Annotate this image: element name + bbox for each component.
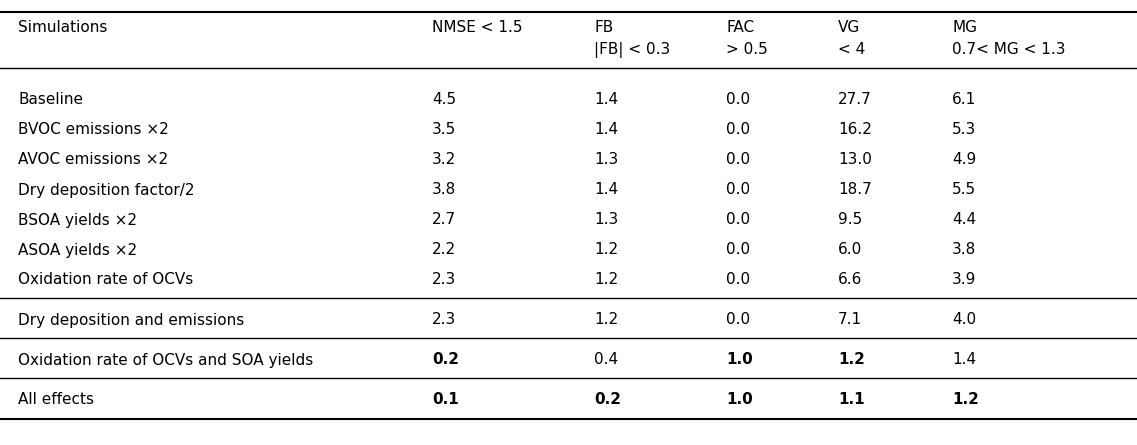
Text: 3.8: 3.8 — [432, 182, 456, 198]
Text: Dry deposition and emissions: Dry deposition and emissions — [18, 312, 244, 328]
Text: 1.2: 1.2 — [952, 392, 979, 408]
Text: FAC: FAC — [727, 20, 754, 36]
Text: 5.3: 5.3 — [952, 122, 977, 138]
Text: BSOA yields ×2: BSOA yields ×2 — [18, 213, 136, 227]
Text: 0.0: 0.0 — [727, 182, 750, 198]
Text: NMSE < 1.5: NMSE < 1.5 — [432, 20, 523, 36]
Text: 1.1: 1.1 — [838, 392, 864, 408]
Text: |FB| < 0.3: |FB| < 0.3 — [594, 42, 670, 58]
Text: 2.2: 2.2 — [432, 243, 456, 258]
Text: MG: MG — [952, 20, 977, 36]
Text: All effects: All effects — [18, 392, 94, 408]
Text: 27.7: 27.7 — [838, 93, 872, 108]
Text: 4.4: 4.4 — [952, 213, 977, 227]
Text: 9.5: 9.5 — [838, 213, 862, 227]
Text: 0.1: 0.1 — [432, 392, 458, 408]
Text: 0.0: 0.0 — [727, 312, 750, 328]
Text: 1.0: 1.0 — [727, 392, 753, 408]
Text: 1.4: 1.4 — [594, 182, 619, 198]
Text: 1.2: 1.2 — [594, 312, 619, 328]
Text: 7.1: 7.1 — [838, 312, 862, 328]
Text: 1.2: 1.2 — [594, 243, 619, 258]
Text: 1.4: 1.4 — [594, 93, 619, 108]
Text: 0.2: 0.2 — [594, 392, 621, 408]
Text: VG: VG — [838, 20, 861, 36]
Text: BVOC emissions ×2: BVOC emissions ×2 — [18, 122, 168, 138]
Text: Baseline: Baseline — [18, 93, 83, 108]
Text: 2.7: 2.7 — [432, 213, 456, 227]
Text: 4.0: 4.0 — [952, 312, 977, 328]
Text: 6.6: 6.6 — [838, 272, 862, 287]
Text: 0.0: 0.0 — [727, 272, 750, 287]
Text: 0.0: 0.0 — [727, 153, 750, 167]
Text: 0.0: 0.0 — [727, 243, 750, 258]
Text: 16.2: 16.2 — [838, 122, 872, 138]
Text: 4.5: 4.5 — [432, 93, 456, 108]
Text: Oxidation rate of OCVs and SOA yields: Oxidation rate of OCVs and SOA yields — [18, 352, 314, 368]
Text: 0.4: 0.4 — [594, 352, 619, 368]
Text: 0.7< MG < 1.3: 0.7< MG < 1.3 — [952, 43, 1065, 57]
Text: < 4: < 4 — [838, 43, 865, 57]
Text: Oxidation rate of OCVs: Oxidation rate of OCVs — [18, 272, 193, 287]
Text: FB: FB — [594, 20, 613, 36]
Text: 18.7: 18.7 — [838, 182, 872, 198]
Text: 0.0: 0.0 — [727, 122, 750, 138]
Text: 3.2: 3.2 — [432, 153, 456, 167]
Text: 2.3: 2.3 — [432, 272, 456, 287]
Text: 3.8: 3.8 — [952, 243, 977, 258]
Text: 6.0: 6.0 — [838, 243, 862, 258]
Text: 0.0: 0.0 — [727, 213, 750, 227]
Text: 1.3: 1.3 — [594, 153, 619, 167]
Text: 1.2: 1.2 — [594, 272, 619, 287]
Text: 3.5: 3.5 — [432, 122, 456, 138]
Text: Dry deposition factor/2: Dry deposition factor/2 — [18, 182, 194, 198]
Text: 1.0: 1.0 — [727, 352, 753, 368]
Text: 4.9: 4.9 — [952, 153, 977, 167]
Text: 0.2: 0.2 — [432, 352, 459, 368]
Text: 13.0: 13.0 — [838, 153, 872, 167]
Text: ASOA yields ×2: ASOA yields ×2 — [18, 243, 138, 258]
Text: 1.4: 1.4 — [952, 352, 977, 368]
Text: 2.3: 2.3 — [432, 312, 456, 328]
Text: 5.5: 5.5 — [952, 182, 977, 198]
Text: 1.2: 1.2 — [838, 352, 865, 368]
Text: 0.0: 0.0 — [727, 93, 750, 108]
Text: AVOC emissions ×2: AVOC emissions ×2 — [18, 153, 168, 167]
Text: Simulations: Simulations — [18, 20, 107, 36]
Text: 1.4: 1.4 — [594, 122, 619, 138]
Text: > 0.5: > 0.5 — [727, 43, 767, 57]
Text: 1.3: 1.3 — [594, 213, 619, 227]
Text: 3.9: 3.9 — [952, 272, 977, 287]
Text: 6.1: 6.1 — [952, 93, 977, 108]
